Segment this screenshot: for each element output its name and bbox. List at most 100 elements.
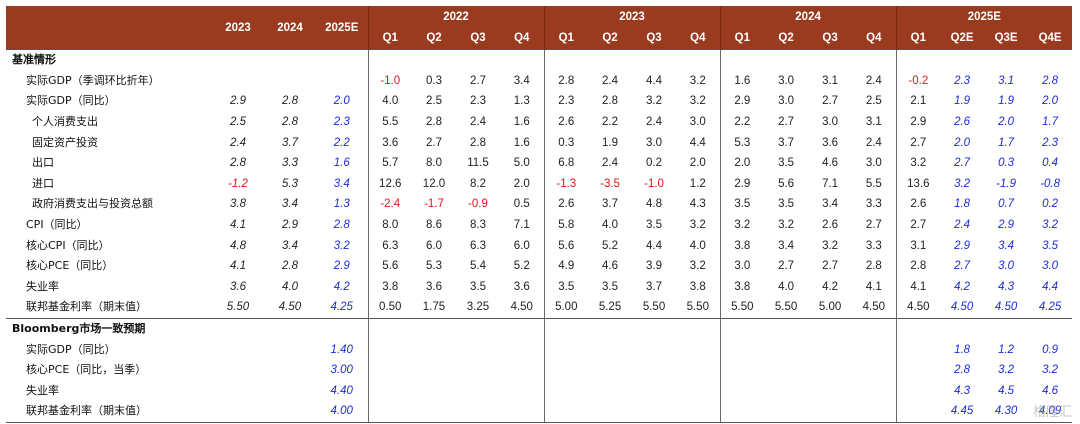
quarter-value-cell: 4.50 [950, 301, 974, 314]
annual-value-cell [212, 360, 264, 381]
quarter-value-cell: 5.00 [818, 301, 842, 314]
quarter-value-cell: 4.50 [895, 297, 941, 319]
quarter-value-cell: 1.9 [954, 95, 971, 108]
quarter-value-cell: 3.5 [778, 198, 795, 211]
quarter-value-cell [895, 401, 941, 423]
quarter-value-cell: 2.9 [719, 91, 765, 112]
empty-cell [588, 317, 633, 340]
quarter-value-cell: 2.0 [513, 177, 530, 190]
quarter-value-cell: 3.5 [719, 194, 765, 215]
quarter-value-cell: 4.25 [1038, 301, 1062, 314]
quarter-value-cell: 2.4 [470, 116, 486, 129]
quarter-value-cell: 2.7 [954, 260, 971, 273]
quarter-value-cell: -1.0 [644, 177, 664, 190]
quarter-value-cell: 3.2 [689, 95, 706, 108]
quarter-value-cell [588, 381, 632, 402]
empty-cell [456, 48, 500, 71]
row-label: 联邦基金利率（期末值） [26, 300, 147, 314]
quarter-value-cell: -2.4 [367, 194, 412, 215]
empty-cell [264, 48, 316, 71]
empty-cell [940, 48, 985, 71]
table-row: 失业率 3.6 4.0 4.2 3.8 3.6 3.5 3.6 3.5 3.5 3.7 3.8 3.8 4… [6, 276, 1072, 298]
quarter-value-cell [676, 401, 721, 423]
annual-value-cell [264, 339, 316, 360]
quarter-value-cell: 5.2 [513, 260, 530, 273]
quarter-value-cell: 4.0 [778, 280, 795, 293]
annual-value-cell [264, 381, 316, 402]
quarter-value-cell: 4.4 [1042, 280, 1059, 293]
quarter-value-cell: 2.9 [895, 111, 941, 133]
quarter-value-cell [367, 359, 412, 381]
quarter-value-cell: 7.1 [822, 177, 839, 190]
quarter-value-cell: 0.9 [1042, 343, 1059, 356]
quarter-value-cell [895, 380, 941, 402]
quarter-value-cell [588, 339, 632, 360]
quarter-value-cell [543, 380, 589, 402]
quarter-value-cell: 3.0 [998, 260, 1015, 273]
quarter-value-cell: -0.9 [468, 198, 488, 211]
quarter-value-cell: 3.5 [543, 276, 589, 298]
quarter-value-cell: 8.6 [426, 219, 442, 232]
quarter-value-cell: 5.50 [774, 301, 798, 314]
quarter-value-cell: 4.30 [984, 401, 1029, 423]
quarter-value-cell: -0.8 [1040, 177, 1061, 190]
annual-value-cell: 2.2 [333, 136, 350, 149]
quarter-value-cell: 2.7 [778, 116, 795, 129]
quarter-value-cell: 4.09 [1028, 401, 1073, 423]
header-quarter: Q1 [543, 27, 589, 50]
quarter-value-cell: 4.45 [940, 401, 985, 423]
quarter-value-cell: 4.3 [689, 198, 706, 211]
quarter-value-cell: 2.7 [426, 136, 442, 149]
annual-value-cell [264, 401, 316, 423]
table-header: 2023 2024 2025E 2022 2023 2024 2025E Q1 Q2 Q3 Q4 Q1… [6, 6, 1073, 50]
quarter-value-cell: 3.2 [778, 219, 795, 232]
quarter-value-cell: 5.7 [367, 152, 412, 174]
table-row: 出口 2.8 3.3 1.6 5.7 8.0 11.5 5.0 6.8 2.4 0.2 2.0 2.0 3… [6, 152, 1072, 174]
quarter-value-cell: 4.5 [998, 384, 1015, 397]
header-quarter: Q1 [367, 27, 412, 50]
quarter-value-cell: 3.4 [778, 239, 795, 252]
quarter-value-cell: 1.7 [998, 136, 1015, 149]
header-quarter: Q2 [588, 27, 633, 50]
annual-value-cell [264, 71, 316, 92]
empty-cell [895, 48, 941, 71]
annual-value-cell: 3.8 [230, 198, 246, 211]
quarter-value-cell: 4.0 [602, 219, 619, 232]
annual-value-cell: 3.4 [282, 198, 298, 211]
annual-value-cell: 5.3 [282, 177, 298, 190]
quarter-value-cell: 3.2 [646, 95, 663, 108]
quarter-value-cell: 4.6 [602, 260, 619, 273]
annual-value-cell: 5.50 [226, 301, 250, 314]
quarter-value-cell: 2.6 [895, 194, 941, 215]
header-quarter: Q4 [500, 27, 545, 50]
table-row: 固定资产投资 2.4 3.7 2.2 3.6 2.7 2.8 1.6 0.3 1.9 3.0 4.4 5… [6, 132, 1072, 153]
quarter-value-cell: 1.9 [998, 95, 1015, 108]
annual-value-cell [212, 71, 264, 92]
quarter-value-cell: 2.7 [470, 74, 486, 87]
quarter-value-cell: 3.5 [1042, 239, 1059, 252]
quarter-value-cell: 4.6 [822, 157, 839, 170]
quarter-value-cell: 3.5 [470, 280, 486, 293]
annual-value-cell: 4.8 [230, 239, 246, 252]
quarter-value-cell [764, 381, 808, 402]
quarter-value-cell: 1.8 [954, 198, 971, 211]
empty-cell [808, 317, 853, 340]
row-label: 核心CPI（同比） [26, 238, 110, 252]
quarter-value-cell: 0.5 [513, 198, 530, 211]
quarter-value-cell: 3.2 [719, 214, 765, 236]
quarter-value-cell: 6.0 [426, 239, 442, 252]
quarter-value-cell: 3.0 [778, 95, 795, 108]
quarter-value-cell: 2.6 [822, 219, 839, 232]
quarter-value-cell: 5.6 [778, 177, 795, 190]
annual-value-cell: 2.0 [333, 95, 350, 108]
header-quarter: Q4 [676, 27, 721, 50]
quarter-value-cell [543, 401, 589, 423]
quarter-value-cell [456, 339, 500, 360]
row-label: 实际GDP（同比） [26, 342, 116, 356]
header-quarter: Q1 [719, 27, 765, 50]
quarter-value-cell [588, 401, 633, 423]
empty-cell [676, 48, 721, 71]
empty-cell [456, 317, 500, 340]
header-quarter-group: 2023 [543, 6, 721, 27]
quarter-value-cell: 4.3 [954, 384, 971, 397]
